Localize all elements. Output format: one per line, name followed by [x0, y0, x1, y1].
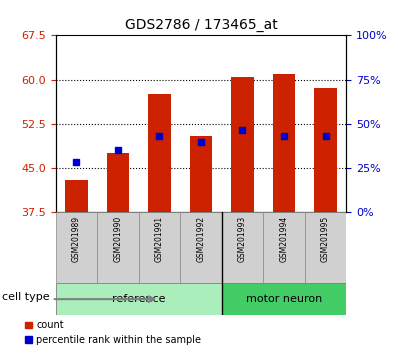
Bar — [189, 136, 213, 212]
Bar — [273, 74, 295, 212]
Text: cell type: cell type — [2, 292, 50, 302]
FancyBboxPatch shape — [263, 212, 305, 283]
Text: GSM201992: GSM201992 — [197, 216, 205, 262]
Text: GSM201990: GSM201990 — [113, 216, 123, 262]
Text: motor neuron: motor neuron — [246, 294, 322, 304]
Legend: count, percentile rank within the sample: count, percentile rank within the sample — [21, 316, 205, 349]
Bar — [107, 153, 129, 212]
Text: GSM201995: GSM201995 — [321, 216, 330, 262]
FancyBboxPatch shape — [56, 283, 222, 315]
Bar — [231, 77, 254, 212]
FancyBboxPatch shape — [305, 212, 346, 283]
FancyBboxPatch shape — [139, 212, 180, 283]
Bar — [314, 88, 337, 212]
FancyBboxPatch shape — [180, 212, 222, 283]
FancyBboxPatch shape — [97, 212, 139, 283]
FancyBboxPatch shape — [56, 212, 97, 283]
Text: GSM201989: GSM201989 — [72, 216, 81, 262]
Title: GDS2786 / 173465_at: GDS2786 / 173465_at — [125, 18, 277, 32]
Bar — [148, 95, 171, 212]
FancyBboxPatch shape — [222, 283, 346, 315]
Text: GSM201994: GSM201994 — [279, 216, 289, 262]
Bar — [65, 180, 88, 212]
FancyBboxPatch shape — [222, 212, 263, 283]
Text: reference: reference — [112, 294, 166, 304]
Text: GSM201991: GSM201991 — [155, 216, 164, 262]
Text: GSM201993: GSM201993 — [238, 216, 247, 262]
